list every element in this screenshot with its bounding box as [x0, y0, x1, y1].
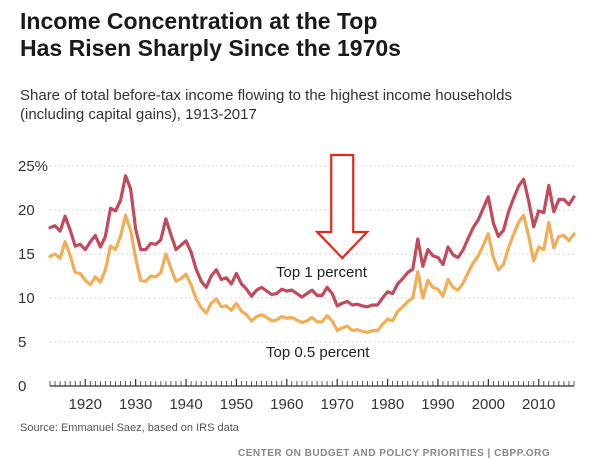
- x-axis: 1920 1930 1940 1950 1960 1970 1980 1990 2000 2010: [49, 379, 575, 413]
- y-axis: 0 5 10 15 20 25%: [18, 158, 48, 395]
- x-tick-label-1930: 1930: [119, 396, 152, 413]
- title-line-1: Income Concentration at the Top: [20, 8, 378, 34]
- chart-title: Income Concentration at the Top Has Rise…: [20, 8, 580, 62]
- x-tick-label-2010: 2010: [522, 396, 555, 413]
- series-labels: Top 1 percent Top 0.5 percent: [266, 264, 370, 361]
- y-tick-label-25: 25%: [18, 158, 48, 175]
- gridlines: [50, 165, 574, 343]
- label-top-1-percent: Top 1 percent: [276, 264, 368, 281]
- x-tick-label-1950: 1950: [220, 396, 253, 413]
- series-line-top-1-percent: [48, 174, 576, 309]
- y-tick-label-10: 10: [18, 290, 35, 307]
- x-tick-label-1970: 1970: [321, 396, 354, 413]
- y-tick-label-15: 15: [18, 246, 35, 263]
- x-tick-label-1990: 1990: [421, 396, 454, 413]
- x-tick-label-1940: 1940: [169, 396, 202, 413]
- footer-credit: CENTER ON BUDGET AND POLICY PRIORITIES |…: [238, 448, 551, 459]
- arrow-shape: [314, 153, 370, 260]
- chart-subtitle: Share of total before-tax income flowing…: [20, 87, 512, 123]
- x-tick-label-1980: 1980: [371, 396, 404, 413]
- y-tick-label-5: 5: [18, 334, 26, 351]
- source-note: Source: Emmanuel Saez, based on IRS data: [20, 422, 239, 434]
- label-top-0-5-percent: Top 0.5 percent: [266, 344, 370, 361]
- x-tick-label-2000: 2000: [472, 396, 505, 413]
- y-tick-label-0: 0: [18, 378, 26, 395]
- series-lines: [48, 174, 576, 334]
- down-arrow-annotation: [314, 153, 370, 260]
- y-tick-label-20: 20: [18, 202, 35, 219]
- x-tick-label-1920: 1920: [69, 396, 102, 413]
- title-line-2: Has Risen Sharply Since the 1970s: [20, 35, 401, 61]
- x-tick-label-1960: 1960: [270, 396, 303, 413]
- series-line-top-0-5-percent: [48, 213, 576, 334]
